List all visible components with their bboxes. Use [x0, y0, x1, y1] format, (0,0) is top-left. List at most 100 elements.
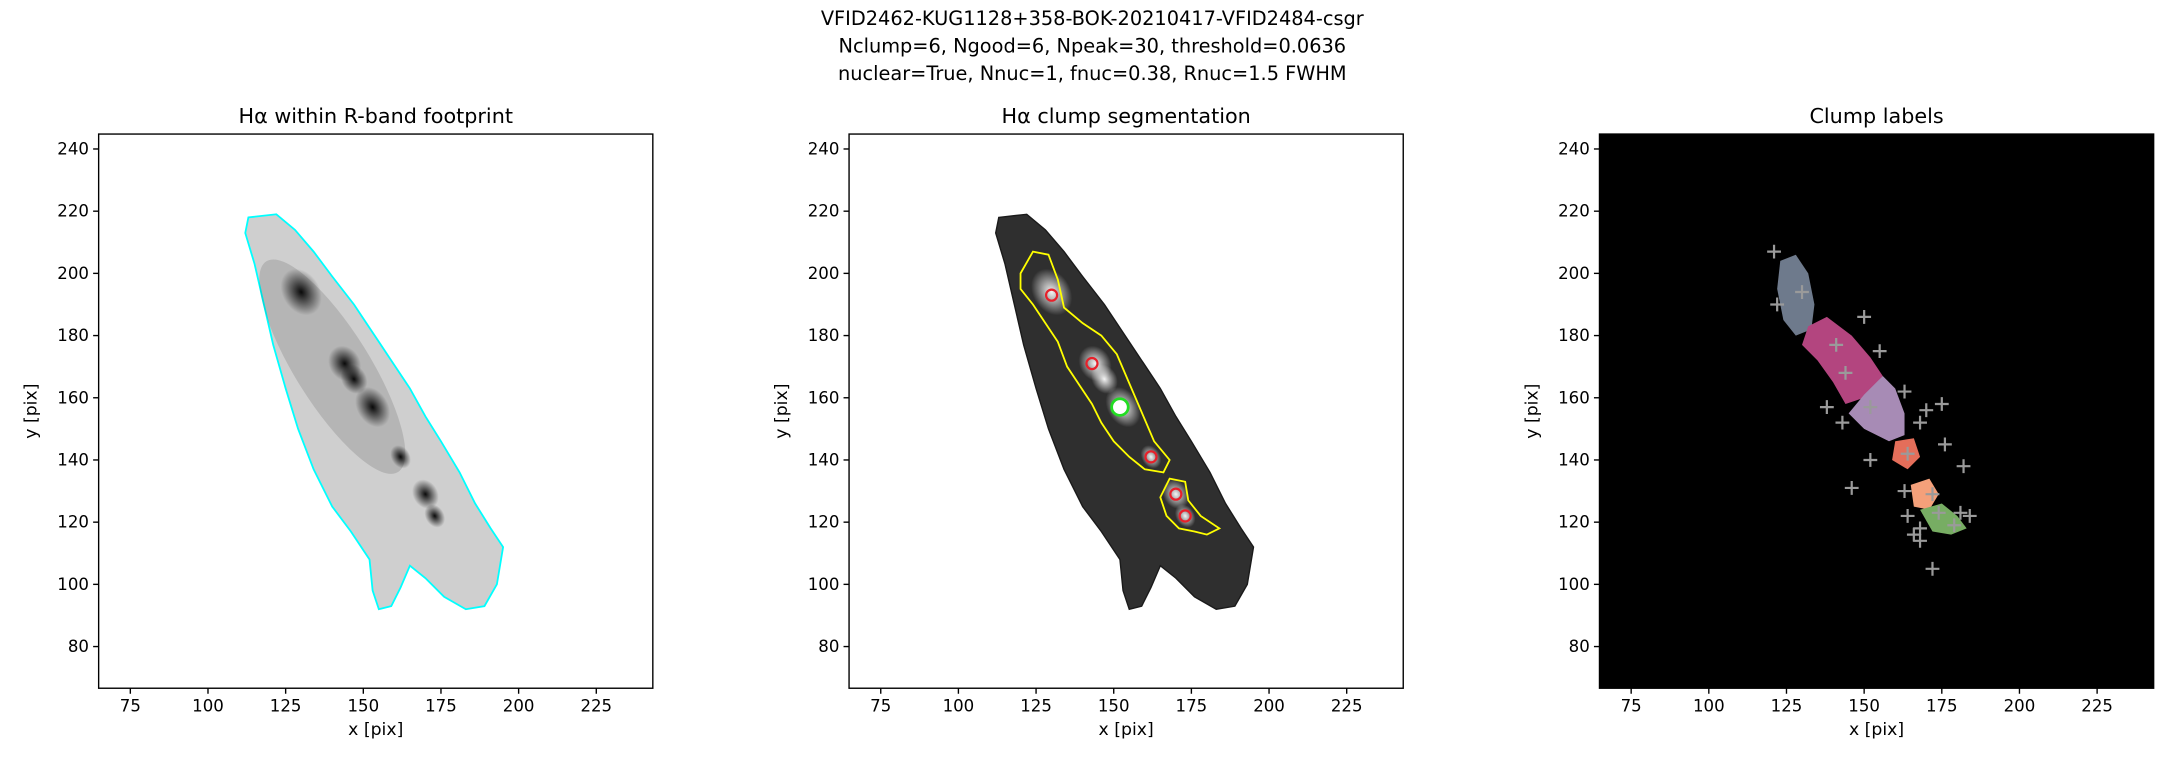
clump-contour: [1019, 250, 1171, 474]
peak-marker: [1838, 365, 1853, 380]
peak: [1044, 288, 1059, 302]
y-tick-label: 140: [57, 450, 89, 469]
peak-marker: [1937, 437, 1952, 452]
peak-marker: [1934, 397, 1949, 411]
blob: [1091, 364, 1118, 394]
peak-marker: [1863, 400, 1878, 415]
image: [1599, 134, 2154, 689]
suptitle: VFID2462-KUG1128+358-BOK-20210417-VFID24…: [821, 7, 1364, 30]
blob: [1174, 504, 1196, 528]
peak-marker: [1925, 561, 1940, 576]
y-tick-label: 80: [68, 637, 89, 656]
y-tick-label: 160: [808, 388, 840, 407]
x-tick-label: 200: [1253, 697, 1285, 716]
peak: [1178, 509, 1192, 523]
x-axis-label: x [pix]: [348, 720, 403, 740]
nucleus: [1110, 397, 1130, 417]
x-tick-label: 125: [1020, 697, 1052, 716]
y-tick-label: 200: [57, 264, 89, 283]
x-tick-label: 75: [1621, 697, 1642, 716]
clump-label: [1848, 375, 1905, 442]
y-tick-label: 140: [808, 450, 840, 469]
peak-marker: [1872, 344, 1887, 359]
x-tick-label: 150: [1848, 697, 1880, 716]
x-tick-label: 225: [580, 697, 612, 716]
peak-marker: [1829, 337, 1844, 352]
panel-title: Clump labels: [1809, 104, 1943, 128]
y-tick-label: 200: [1558, 264, 1590, 283]
peak: [1144, 450, 1158, 464]
image: [849, 134, 1404, 689]
y-tick-label: 100: [57, 575, 89, 594]
axes-frame: [1598, 133, 2155, 689]
x-tick-label: 225: [1331, 697, 1363, 716]
panel: 75 100 125 150 175 200 225 80 100 120 140 160 180 200…: [1522, 104, 2155, 740]
blob: [280, 268, 322, 316]
peak: [1169, 487, 1183, 501]
peak-marker: [1863, 453, 1878, 467]
image: [98, 134, 653, 689]
y-axis-label: y [pix]: [21, 384, 41, 439]
x-tick-label: 200: [2004, 697, 2036, 716]
x-tick-label: 150: [347, 697, 379, 716]
y-tick-label: 160: [57, 388, 89, 407]
y-tick-label: 160: [1558, 388, 1590, 407]
peak-marker: [1767, 244, 1781, 259]
peak-marker: [1913, 415, 1927, 430]
suptitle: nuclear=True, Nnuc=1, fnuc=0.38, Rnuc=1.…: [838, 62, 1347, 85]
x-tick-label: 100: [943, 697, 975, 716]
y-tick-label: 120: [1558, 513, 1590, 532]
y-tick-label: 220: [57, 202, 89, 221]
peak-marker: [1897, 484, 1912, 498]
y-tick-label: 220: [808, 202, 840, 221]
clump-label: [1777, 254, 1815, 336]
peak-marker: [1897, 384, 1912, 399]
y-tick-label: 200: [808, 264, 840, 283]
suptitle: Nclump=6, Ngood=6, Npeak=30, threshold=0…: [838, 35, 1346, 58]
peak-marker: [1931, 505, 1946, 520]
y-axis-label: y [pix]: [1522, 384, 1542, 439]
clump-label: [1802, 316, 1883, 404]
y-tick-label: 100: [1558, 575, 1590, 594]
y-axis-label: y [pix]: [772, 384, 792, 439]
panel: 75 100 125 150 175 200 225 80 100 120 140 160 180 200…: [21, 104, 654, 740]
x-axis-label: x [pix]: [1849, 720, 1904, 740]
peak-marker: [1953, 505, 1968, 520]
x-tick-label: 175: [1176, 697, 1208, 716]
axes-frame: [848, 133, 1404, 689]
panel: 75 100 125 150 175 200 225 80 100 120 140 160 180 200…: [772, 104, 1404, 740]
x-tick-label: 75: [870, 697, 891, 716]
blob: [390, 445, 411, 469]
y-tick-label: 240: [1558, 140, 1590, 159]
peak-marker: [1900, 509, 1915, 523]
blob: [1031, 268, 1073, 316]
peak-marker: [1962, 509, 1977, 523]
y-tick-label: 80: [1569, 637, 1590, 656]
peak-marker: [1770, 297, 1785, 312]
blob: [355, 386, 391, 428]
y-tick-label: 240: [808, 140, 840, 159]
y-tick-label: 180: [57, 326, 89, 345]
x-tick-label: 200: [503, 697, 535, 716]
peak-marker: [1900, 446, 1915, 461]
y-tick-label: 140: [1558, 450, 1590, 469]
axes-frame: [97, 133, 654, 689]
peak-marker: [1835, 415, 1850, 430]
panel-title: Hα within R-band footprint: [239, 104, 513, 128]
y-tick-label: 120: [57, 513, 89, 532]
x-tick-label: 150: [1098, 697, 1130, 716]
panel-title: Hα clump segmentation: [1002, 104, 1251, 128]
y-tick-label: 220: [1558, 202, 1590, 221]
x-axis-label: x [pix]: [1099, 720, 1154, 740]
y-tick-label: 180: [808, 326, 840, 345]
peak: [1085, 356, 1099, 371]
y-tick-label: 240: [57, 140, 89, 159]
x-tick-label: 175: [1926, 697, 1958, 716]
blob: [340, 364, 368, 394]
peak-marker: [1795, 285, 1809, 299]
peak-marker: [1819, 400, 1834, 415]
peak-marker: [1906, 527, 1921, 542]
x-tick-label: 225: [2081, 697, 2113, 716]
blob: [412, 479, 439, 509]
